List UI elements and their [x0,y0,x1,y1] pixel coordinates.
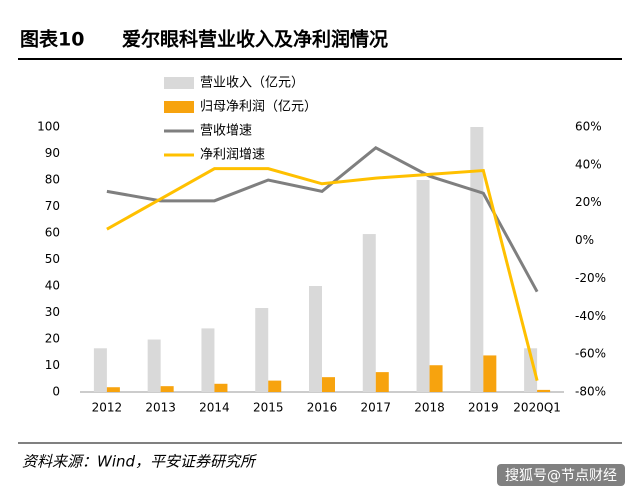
bar [147,339,161,392]
y2-tick-label: -80% [575,385,606,399]
bar [429,365,443,392]
y2-tick-label: 0% [575,233,594,247]
y-tick-label: 90 [45,146,60,160]
legend-label: 归母净利润（亿元） [200,100,317,115]
watermark: 搜狐号@节点财经 [505,468,617,484]
bar [93,348,107,392]
y-tick-label: 40 [45,279,60,293]
legend-swatch [164,77,194,89]
bar [362,234,376,392]
bar [524,348,538,392]
y2-tick-label: 20% [575,195,602,209]
x-tick-label: 2020Q1 [513,401,561,415]
x-tick-label: 2015 [253,401,284,415]
legend-label: 营收增速 [200,124,252,139]
x-tick-label: 2014 [199,401,230,415]
bar [537,389,551,392]
x-tick-label: 2019 [468,401,499,415]
bar [322,377,335,392]
y-tick-label: 10 [45,358,60,372]
y2-tick-label: -20% [575,271,606,285]
y2-tick-label: 60% [575,120,602,134]
y-tick-label: 80 [45,173,60,187]
watermark-bg [497,464,625,486]
bar [255,307,269,392]
source: 资料来源：Wind，平安证券研究所 [22,453,257,471]
line [106,167,539,382]
legend-label: 净利润增速 [200,148,265,163]
x-tick-label: 2012 [92,401,123,415]
x-tick-label: 2017 [361,401,392,415]
chart-title: 爱尔眼科营业收入及净利润情况 [122,28,388,51]
y-tick-label: 60 [45,226,60,240]
bar [470,127,484,392]
y-tick-label: 70 [45,199,60,213]
bar [106,387,120,392]
x-tick-label: 2013 [145,401,176,415]
legend-swatch [164,101,194,113]
y-tick-label: 20 [45,332,60,346]
bar [416,180,430,392]
legend-label: 营业收入（亿元） [200,76,304,91]
bar [309,286,322,392]
bar [483,355,497,392]
y-tick-label: 0 [52,385,60,399]
y2-tick-label: 40% [575,157,602,171]
bar [375,372,389,392]
bar [268,380,282,392]
line [106,146,539,293]
figure-label: 图表10 [20,28,84,51]
y2-tick-label: -40% [575,309,606,323]
y2-tick-label: -60% [575,347,606,361]
x-tick-label: 2018 [414,401,445,415]
y-tick-label: 30 [45,305,60,319]
y-tick-label: 50 [45,252,60,266]
x-tick-label: 2016 [307,401,338,415]
bar [201,328,215,392]
y-tick-label: 100 [37,120,60,134]
bar [214,383,228,392]
bar [160,386,174,392]
